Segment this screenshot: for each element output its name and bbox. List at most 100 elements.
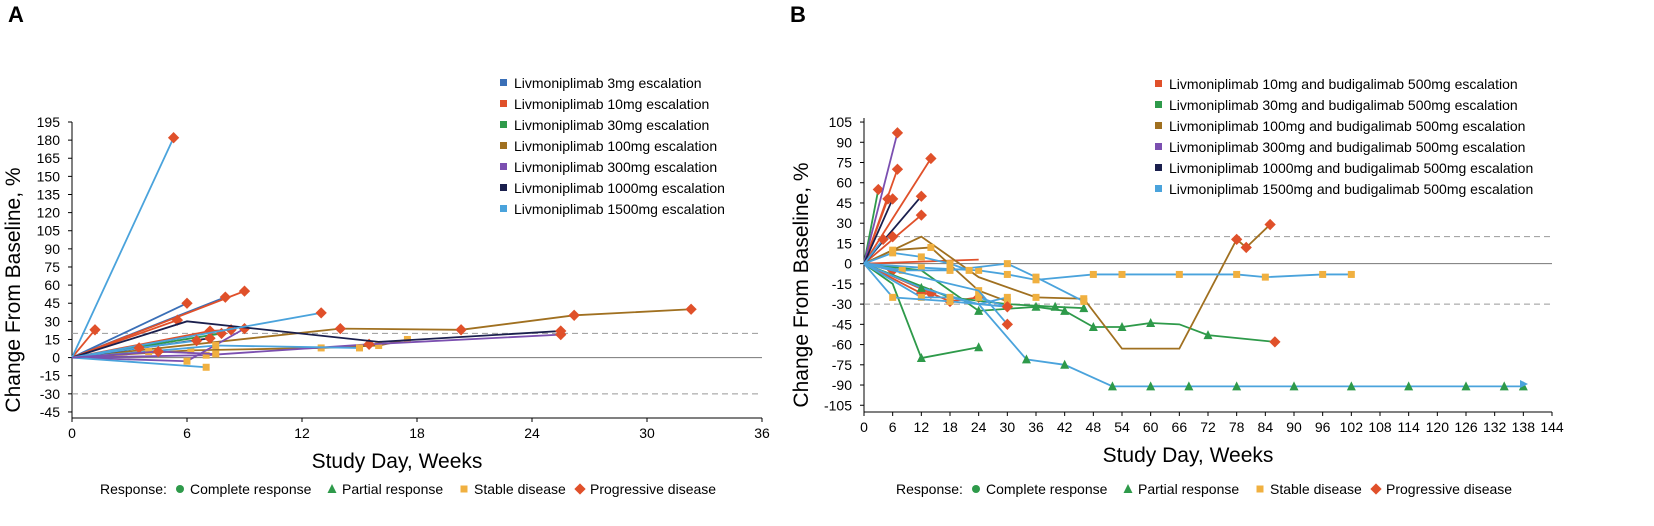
- x-tick-label: 108: [1368, 419, 1392, 435]
- partial-response-marker: [1117, 322, 1127, 332]
- y-tick-label: 15: [836, 235, 852, 251]
- complete-response-marker: [972, 485, 980, 493]
- y-tick-label: 90: [836, 134, 852, 150]
- progressive-disease-marker: [1269, 336, 1281, 348]
- series-path: [71, 329, 96, 359]
- x-tick-label: 6: [889, 419, 897, 435]
- series-line: [863, 193, 899, 265]
- x-tick-label: 78: [1229, 419, 1245, 435]
- series-path: [863, 198, 894, 265]
- partial-response-marker: [916, 282, 926, 292]
- response-legends: Response: Complete response Partial respon…: [100, 481, 1512, 497]
- legend-label: Livmoniplimab 1000mg escalation: [514, 180, 725, 196]
- progressive-disease-marker: [915, 190, 927, 202]
- progressive-disease-marker: [925, 152, 937, 165]
- x-tick-label: 96: [1315, 419, 1331, 435]
- progressive-disease-marker: [1240, 241, 1252, 254]
- stable-disease-marker: [1175, 270, 1183, 278]
- y-tick-label: 30: [44, 313, 60, 329]
- y-tick-label: 105: [37, 223, 61, 239]
- y-tick-label: -60: [832, 337, 852, 353]
- partial-response-marker: [1107, 381, 1117, 391]
- y-tick-label: 0: [52, 350, 60, 366]
- series-line: [71, 345, 220, 359]
- stable-disease-marker: [1347, 270, 1355, 278]
- partial-response-marker: [1346, 381, 1356, 391]
- progressive-disease-marker: [1231, 233, 1243, 246]
- progressive-disease-marker: [190, 335, 203, 347]
- y-tick-label: -45: [832, 316, 852, 332]
- progressive-disease-marker: [891, 163, 904, 175]
- progressive-disease-marker: [887, 193, 899, 205]
- series-path: [863, 262, 1085, 303]
- legend-swatch: [500, 184, 507, 191]
- series-line: [863, 262, 1013, 330]
- partial-response-marker: [1203, 330, 1213, 340]
- panel-letter: B: [790, 2, 806, 27]
- progressive-disease-marker: [204, 332, 216, 344]
- x-tick-label: 144: [1540, 419, 1564, 435]
- stable-disease-marker: [202, 351, 210, 359]
- legend-label: Livmoniplimab 10mg escalation: [514, 96, 709, 112]
- progressive-disease-marker: [455, 324, 467, 336]
- legend-label: Livmoniplimab 300mg escalation: [514, 159, 717, 175]
- progressive-disease-marker: [887, 231, 899, 243]
- x-tick-label: 54: [1114, 419, 1130, 435]
- stable-disease-marker: [917, 253, 925, 261]
- y-axis-label: Change From Baseline, %: [2, 167, 25, 412]
- legend-swatch: [1155, 80, 1162, 87]
- progressive-disease-marker: [334, 322, 346, 335]
- progressive-disease-marker: [1264, 218, 1276, 231]
- stable-disease-marker: [460, 485, 468, 493]
- partial-response-marker: [1079, 303, 1089, 313]
- legend-label: Livmoniplimab 1500mg escalation: [514, 201, 725, 217]
- y-tick-label: -30: [40, 386, 60, 402]
- series-line: [863, 262, 1528, 391]
- series-line: [863, 260, 1088, 305]
- stable-disease-marker: [975, 293, 983, 301]
- series-path: [71, 137, 175, 358]
- progressive-disease-marker: [915, 209, 927, 221]
- stable-disease-marker: [898, 266, 906, 274]
- progressive-disease-marker: [152, 345, 164, 358]
- series-line: [863, 263, 1013, 313]
- x-tick-label: 30: [639, 425, 655, 441]
- y-tick-label: 75: [836, 155, 852, 171]
- response-legend-title: Response:: [100, 481, 167, 497]
- y-tick-label: 135: [37, 186, 61, 202]
- stable-disease-marker: [375, 342, 383, 350]
- series-line: [863, 262, 1281, 348]
- partial-response-marker: [1050, 301, 1060, 311]
- y-tick-label: -75: [832, 357, 852, 373]
- legend-label: Livmoniplimab 100mg escalation: [514, 138, 717, 154]
- progressive-disease-marker: [685, 303, 697, 315]
- y-tick-label: -105: [824, 397, 852, 413]
- response-legend-title: Response:: [896, 481, 963, 497]
- stable-disease-marker: [975, 266, 983, 274]
- response-legend-label: Complete response: [986, 481, 1108, 497]
- series-path: [71, 320, 561, 359]
- legend-swatch: [500, 205, 507, 212]
- stable-disease-marker: [946, 266, 954, 274]
- x-tick-label: 36: [754, 425, 770, 441]
- partial-response-marker: [1146, 381, 1156, 391]
- stable-disease-marker: [1032, 273, 1040, 281]
- progressive-disease-marker: [133, 342, 145, 354]
- series-path: [863, 223, 1271, 350]
- stable-disease-marker: [187, 346, 195, 354]
- stable-disease-marker: [1319, 270, 1327, 278]
- legend-swatch: [500, 79, 507, 86]
- progressive-disease-marker: [181, 297, 193, 309]
- series-line: [71, 335, 203, 359]
- response-legend-label: Partial response: [1138, 481, 1239, 497]
- stable-disease-marker: [917, 264, 925, 272]
- series-line: [863, 218, 1276, 350]
- y-tick-label: 120: [37, 205, 61, 221]
- partial-response-marker: [1060, 359, 1070, 369]
- y-tick-label: 15: [44, 331, 60, 347]
- series-path: [863, 262, 1524, 388]
- series-path: [863, 262, 1275, 343]
- y-tick-label: 150: [37, 168, 61, 184]
- partial-response-marker: [1088, 322, 1098, 332]
